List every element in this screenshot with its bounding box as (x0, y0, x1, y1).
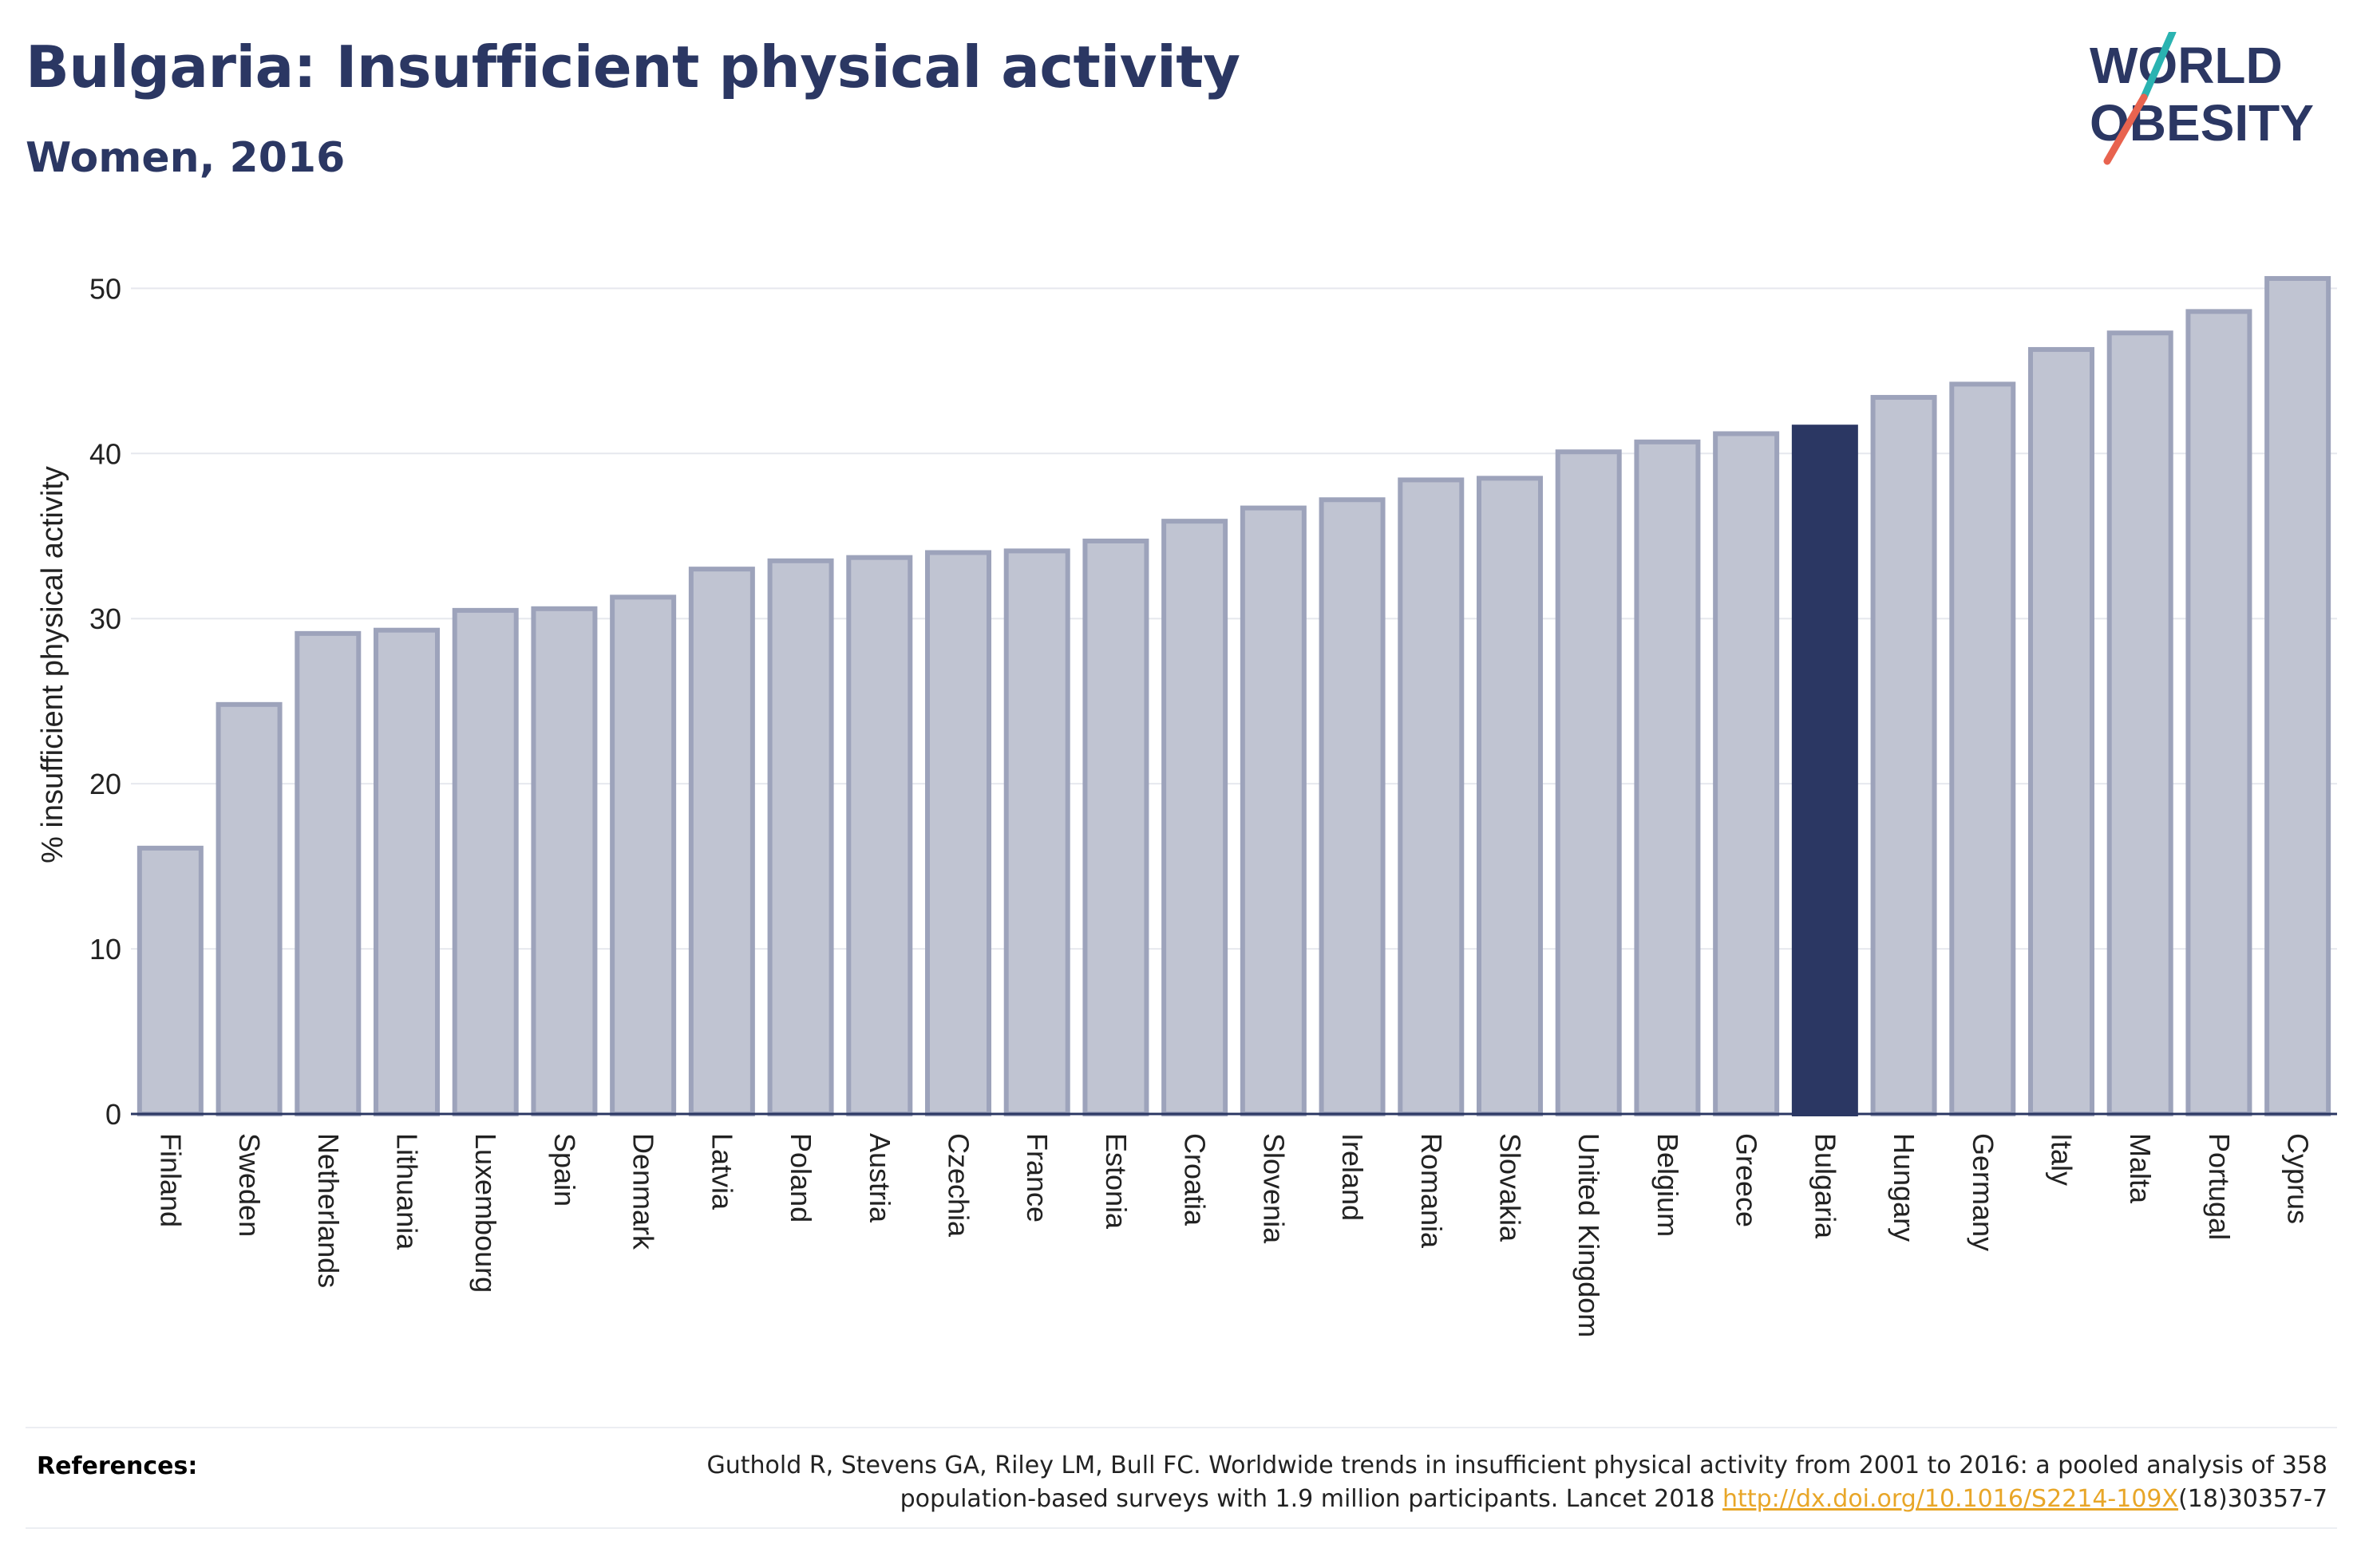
bar-luxembourg (452, 607, 519, 1116)
bar-belgium (1634, 439, 1701, 1116)
y-axis-ticks: 0 10 20 30 40 50 (89, 272, 121, 1131)
x-tick-label: Netherlands (312, 1133, 345, 1288)
reference-line-2: population-based surveys with 1.9 millio… (900, 1485, 1723, 1513)
bar-hungary (1870, 394, 1937, 1116)
bar-latvia (688, 567, 755, 1116)
bar-austria (846, 555, 913, 1116)
x-tick-label: Luxembourg (469, 1133, 502, 1293)
chart-title: Bulgaria: Insufficient physical activity (26, 34, 1240, 101)
reference-line-1: Guthold R, Stevens GA, Riley LM, Bull FC… (706, 1451, 2327, 1479)
bar-poland (767, 558, 834, 1116)
world-obesity-logo: WORLD OBESITY (2090, 32, 2314, 165)
x-tick-label: Estonia (1100, 1133, 1133, 1230)
x-tick-label: Hungary (1888, 1133, 1920, 1242)
bar-italy (2028, 346, 2094, 1116)
bar-denmark (610, 594, 677, 1116)
x-tick-label: France (1021, 1133, 1054, 1222)
bar-estonia (1082, 538, 1149, 1116)
x-tick-label: Bulgaria (1809, 1133, 1841, 1239)
doi-link[interactable]: http://dx.doi.org/10.1016/S2214-109X (1722, 1485, 2179, 1513)
bars (136, 275, 2331, 1117)
bar-romania (1398, 477, 1465, 1116)
bar-united-kingdom (1555, 449, 1622, 1116)
x-tick-label: United Kingdom (1572, 1133, 1605, 1337)
y-tick-label: 50 (89, 272, 121, 305)
y-tick-label: 10 (89, 933, 121, 966)
bar-slovenia (1240, 505, 1307, 1116)
references-box: References: Guthold R, Stevens GA, Riley… (26, 1427, 2337, 1529)
bar-czechia (925, 550, 991, 1116)
logo-line-1: WORLD (2090, 37, 2283, 94)
bar-cyprus (2264, 275, 2331, 1116)
bar-ireland (1319, 497, 1386, 1116)
bar-lithuania (374, 627, 440, 1116)
bar-portugal (2185, 309, 2252, 1117)
x-tick-label: Czechia (943, 1133, 975, 1238)
x-tick-label: Romania (1415, 1133, 1448, 1249)
x-axis-labels: Finland Sweden Netherlands Lithuania Luxembo… (154, 1133, 2314, 1337)
bar-slovakia (1477, 476, 1543, 1116)
y-tick-label: 30 (89, 602, 121, 635)
bar-greece (1713, 431, 1780, 1116)
x-tick-label: Slovakia (1494, 1133, 1527, 1242)
x-tick-label: Sweden (233, 1133, 266, 1237)
bar-finland (136, 845, 204, 1117)
y-axis-label: % insufficient physical activity (36, 466, 69, 863)
logo-slash-teal (2140, 32, 2177, 101)
bar-croatia (1161, 519, 1228, 1116)
bar-sweden (216, 701, 283, 1116)
bar-chart: 0 10 20 30 40 50 Finland Sweden Netherlands Lith… (36, 272, 2337, 1337)
x-tick-label: Poland (785, 1133, 817, 1222)
reference-line-2-end: (18)30357-7 (2178, 1485, 2327, 1513)
bar-netherlands (295, 630, 362, 1116)
x-tick-label: Belgium (1651, 1133, 1684, 1237)
y-tick-label: 0 (105, 1098, 121, 1131)
y-tick-label: 40 (89, 437, 121, 470)
bar-germany (1949, 381, 2016, 1116)
x-tick-label: Lithuania (391, 1133, 424, 1250)
x-tick-label: Greece (1730, 1133, 1763, 1227)
x-tick-label: Portugal (2203, 1133, 2236, 1240)
x-tick-label: Italy (2046, 1133, 2078, 1186)
bar-france (1003, 548, 1070, 1116)
x-tick-label: Ireland (1336, 1133, 1369, 1221)
x-tick-label: Latvia (706, 1133, 738, 1211)
x-tick-label: Spain (548, 1133, 581, 1207)
x-tick-label: Malta (2124, 1133, 2157, 1204)
x-tick-label: Croatia (1179, 1133, 1212, 1226)
x-tick-label: Denmark (627, 1133, 660, 1250)
logo-slash-coral (2103, 93, 2148, 165)
chart-subtitle: Women, 2016 (26, 134, 346, 182)
bar-malta (2106, 330, 2173, 1116)
bar-spain (531, 606, 598, 1116)
references-text: Guthold R, Stevens GA, Riley LM, Bull FC… (492, 1449, 2327, 1516)
x-tick-label: Slovenia (1257, 1133, 1290, 1244)
x-tick-label: Cyprus (2282, 1133, 2315, 1224)
y-tick-label: 20 (89, 768, 121, 800)
bar-bulgaria (1791, 425, 1858, 1116)
x-tick-label: Germany (1967, 1133, 1999, 1251)
references-label: References: (37, 1452, 198, 1480)
x-tick-label: Austria (864, 1133, 896, 1223)
x-tick-label: Finland (154, 1133, 187, 1227)
